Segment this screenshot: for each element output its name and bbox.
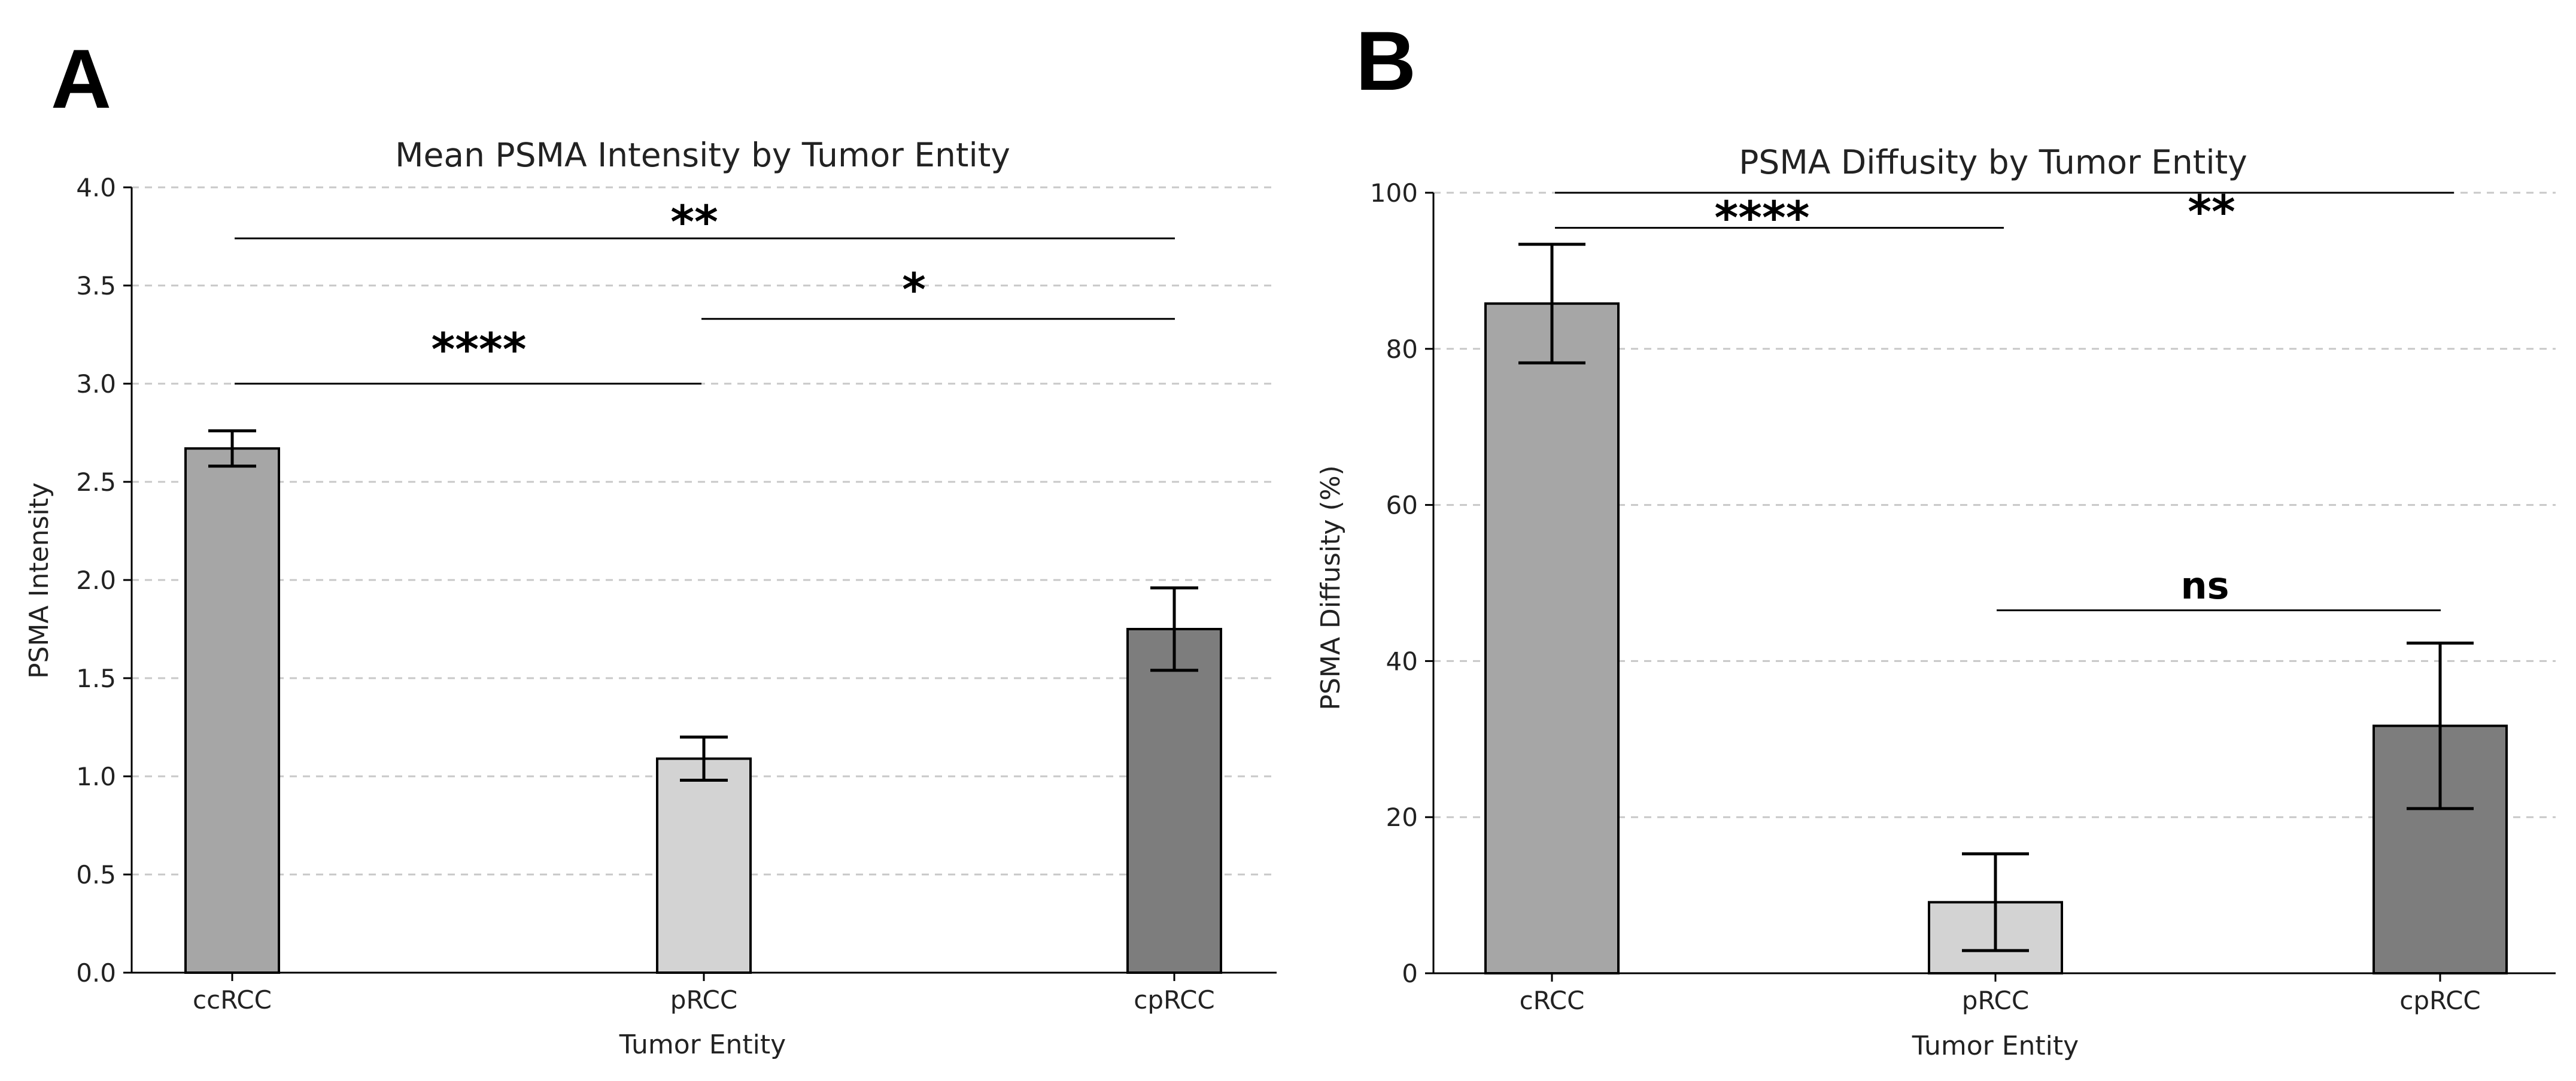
y-tick-label: 40: [1386, 646, 1418, 676]
panel-b-significance: ******ns: [1555, 185, 2454, 612]
y-tick-label: 0.5: [76, 860, 116, 889]
panel-a-y-ticks: 0.0 0.5 1.0 1.5 2.0 2.5 3.0 3.5 4.0: [76, 173, 132, 988]
y-tick-label: 80: [1386, 335, 1418, 364]
x-tick-label: cpRCC: [1134, 985, 1215, 1015]
y-tick-label: 0.0: [76, 958, 116, 988]
panel-b-error-bars: [1518, 242, 2474, 952]
y-tick-label: 1.0: [76, 762, 116, 791]
panel-b-label: B: [1356, 14, 1416, 108]
panel-a-error-bars: [208, 429, 1198, 782]
panel-b-y-ticks: 0 20 40 60 80 100: [1370, 178, 1433, 988]
panel-a-bars: [184, 447, 1222, 974]
bar-pRCC: [656, 757, 752, 974]
significance-label: **: [2188, 185, 2235, 238]
y-tick-label: 20: [1386, 803, 1418, 832]
significance-label: ****: [432, 323, 527, 376]
panel-a: A Mean PSMA Intensity by Tumor Entity **…: [24, 32, 1277, 1060]
panel-b-x-ticks: cRCC pRCC cpRCC: [1520, 973, 2481, 1015]
significance-label: *: [902, 263, 926, 316]
panel-b-bars: [1484, 302, 2508, 975]
y-tick-label: 1.5: [76, 664, 116, 693]
y-tick-label: 3.0: [76, 369, 116, 399]
bar-cpRCC: [1126, 628, 1222, 974]
x-tick-label: pRCC: [670, 985, 737, 1015]
panel-a-xlabel: Tumor Entity: [619, 1030, 786, 1060]
x-tick-label: cRCC: [1520, 986, 1585, 1015]
y-tick-label: 2.5: [76, 467, 116, 497]
y-tick-label: 3.5: [76, 271, 116, 300]
y-tick-label: 60: [1386, 491, 1418, 520]
significance-label: ns: [2180, 564, 2229, 608]
panel-a-ylabel: PSMA Intensity: [24, 482, 54, 679]
panel-b-xlabel: Tumor Entity: [1912, 1031, 2079, 1061]
panel-a-label: A: [51, 32, 111, 126]
y-tick-label: 100: [1370, 178, 1418, 208]
x-tick-label: ccRCC: [193, 985, 272, 1015]
bar-cRCC: [1484, 302, 1620, 975]
panel-b-title: PSMA Diffusity by Tumor Entity: [1739, 143, 2247, 181]
y-tick-label: 4.0: [76, 173, 116, 202]
x-tick-label: pRCC: [1962, 986, 2029, 1015]
y-tick-label: 2.0: [76, 566, 116, 595]
panel-a-title: Mean PSMA Intensity by Tumor Entity: [395, 136, 1010, 174]
panel-a-x-ticks: ccRCC pRCC cpRCC: [193, 973, 1215, 1015]
significance-label: ****: [1715, 191, 1810, 244]
panel-b: B PSMA Diffusity by Tumor Entity ******n…: [1316, 14, 2556, 1061]
x-tick-label: cpRCC: [2399, 986, 2481, 1015]
panel-b-ylabel: PSMA Diffusity (%): [1316, 465, 1346, 710]
y-tick-label: 0: [1402, 959, 1418, 988]
significance-label: **: [670, 195, 718, 248]
bar-ccRCC: [184, 447, 280, 974]
panel-a-significance: *******: [235, 195, 1175, 385]
